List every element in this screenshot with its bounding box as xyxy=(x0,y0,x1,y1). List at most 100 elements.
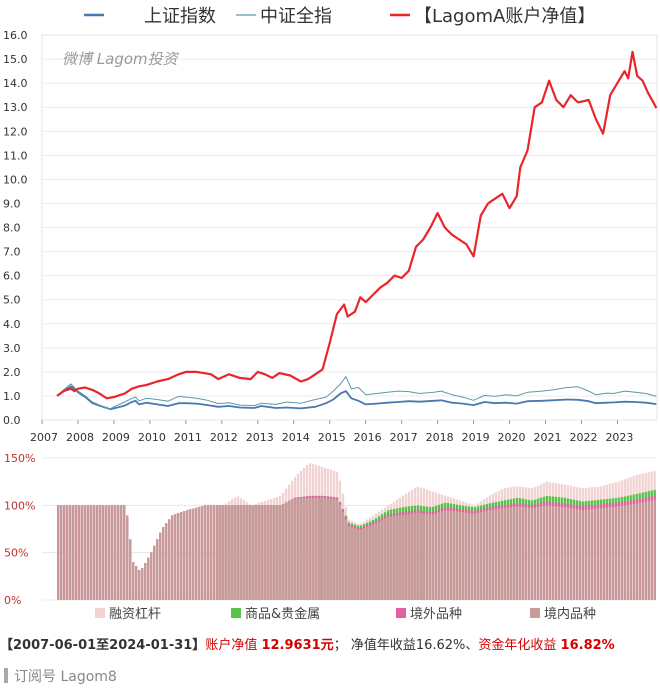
y-tick-label: 10.0 xyxy=(3,173,28,186)
x-tick-label: 2017 xyxy=(390,431,418,444)
allocation-bar-3 xyxy=(389,516,393,600)
allocation-bar-3 xyxy=(629,504,632,600)
x-tick-label: 2021 xyxy=(534,431,562,444)
allocation-bar-3 xyxy=(123,505,126,600)
allocation-bar-3 xyxy=(281,504,285,600)
allocation-bar-3 xyxy=(584,509,587,600)
alloc-legend-label-1: 商品&贵金属 xyxy=(245,606,320,622)
allocation-bar-3 xyxy=(239,505,243,600)
allocation-bar-3 xyxy=(320,497,324,600)
allocation-bar-3 xyxy=(380,520,384,600)
x-tick-label: 2010 xyxy=(138,431,166,444)
allocation-bar-3 xyxy=(338,504,342,600)
y-tick-label: 4.0 xyxy=(3,318,21,331)
allocation-bar-3 xyxy=(512,506,516,600)
allocation-bar-3 xyxy=(575,509,578,600)
allocation-bar-3 xyxy=(398,515,402,600)
allocation-bar-3 xyxy=(515,506,519,600)
allocation-bar-3 xyxy=(84,505,87,600)
allocation-bar-3 xyxy=(548,505,551,600)
allocation-bar-3 xyxy=(608,507,611,600)
allocation-bar-3 xyxy=(332,499,336,600)
allocation-bar-3 xyxy=(428,514,432,600)
allocation-bar-3 xyxy=(177,513,180,600)
allocation-bar-3 xyxy=(141,568,144,600)
allocation-bar-3 xyxy=(611,506,614,600)
allocation-bar-3 xyxy=(233,505,237,600)
allocation-bar-3 xyxy=(473,513,477,600)
x-tick-label: 2013 xyxy=(246,431,274,444)
x-tick-label: 2008 xyxy=(66,431,94,444)
allocation-bar-3 xyxy=(563,507,566,600)
allocation-bar-3 xyxy=(144,563,147,600)
legend-label-0: 上证指数 xyxy=(144,6,216,27)
allocation-bar-3 xyxy=(620,505,623,600)
x-tick-label: 2020 xyxy=(498,431,526,444)
allocation-bar-3 xyxy=(479,512,483,600)
capital-return-label: 资金年化收益 xyxy=(478,638,557,653)
allocation-bar-3 xyxy=(93,505,96,600)
allocation-bar-3 xyxy=(350,527,354,600)
allocation-bar-3 xyxy=(491,509,495,600)
y-tick-label: 11.0 xyxy=(3,149,28,162)
allocation-bar-3 xyxy=(114,505,117,600)
allocation-bar-3 xyxy=(614,506,617,600)
allocation-bar-3 xyxy=(111,505,114,600)
allocation-bar-3 xyxy=(644,501,647,600)
allocation-bar-3 xyxy=(347,526,351,600)
allocation-bar-3 xyxy=(305,497,309,600)
allocation-bar-3 xyxy=(266,505,270,600)
allocation-bar-3 xyxy=(404,514,408,600)
allocation-bar-3 xyxy=(362,528,366,600)
series-line-2 xyxy=(56,50,658,400)
alloc-legend-label-3: 境内品种 xyxy=(544,606,596,622)
pct-tick-label: 150% xyxy=(4,452,35,465)
allocation-bar-3 xyxy=(245,505,249,600)
allocation-bar-3 xyxy=(251,505,255,600)
subscription-text: 订阅号 Lagom8 xyxy=(14,669,117,685)
allocation-bar-3 xyxy=(395,515,399,600)
allocation-bar-3 xyxy=(207,505,210,600)
allocation-bar-3 xyxy=(87,505,90,600)
allocation-bar-3 xyxy=(485,510,489,600)
main-chart-axes: 0.0 1.0 2.0 3.0 4.0 5.0 6.0 7.0 8.0 9.0 10.0 11.0 12… xyxy=(3,29,658,444)
allocation-bar-3 xyxy=(60,505,63,600)
nav-annual-return: ； 净值年收益16.62%、 xyxy=(333,638,479,653)
allocation-bar-3 xyxy=(482,511,486,600)
allocation-bar-3 xyxy=(260,505,264,600)
allocation-bar-3 xyxy=(443,510,447,600)
allocation-bar-3 xyxy=(224,505,228,600)
allocation-bar-3 xyxy=(560,506,563,600)
allocation-bar-3 xyxy=(126,515,129,600)
allocation-bar-3 xyxy=(425,514,429,600)
allocation-bar-3 xyxy=(78,505,81,600)
allocation-bar-3 xyxy=(557,506,560,600)
allocation-bar-3 xyxy=(647,501,650,600)
allocation-bar-3 xyxy=(617,506,620,600)
allocation-bar-3 xyxy=(593,508,596,600)
allocation-bar-3 xyxy=(189,509,192,600)
y-tick-label: 9.0 xyxy=(3,197,21,210)
top-legend: 上证指数 中证全指 【LagomA账户净值】 xyxy=(84,6,595,27)
allocation-bar-3 xyxy=(102,505,105,600)
allocation-bar-3 xyxy=(302,498,306,600)
allocation-bar-3 xyxy=(641,502,644,600)
y-tick-label: 13.0 xyxy=(3,101,28,114)
allocation-bar-3 xyxy=(174,514,177,600)
allocation-bar-3 xyxy=(506,507,510,600)
allocation-bar-3 xyxy=(108,505,111,600)
allocation-bar-3 xyxy=(392,516,396,600)
series-line-0 xyxy=(56,385,657,411)
allocation-bar-3 xyxy=(147,557,150,600)
allocation-bar-3 xyxy=(210,505,213,600)
allocation-bar-3 xyxy=(533,507,536,600)
allocation-bar-3 xyxy=(105,505,108,600)
allocation-bar-3 xyxy=(257,505,261,600)
allocation-bar-3 xyxy=(183,511,186,600)
allocation-bar-3 xyxy=(63,505,66,600)
x-tick-label: 2012 xyxy=(210,431,238,444)
series-line-1 xyxy=(56,376,657,410)
allocation-bar-3 xyxy=(216,505,219,600)
allocation-bar-3 xyxy=(653,500,656,600)
